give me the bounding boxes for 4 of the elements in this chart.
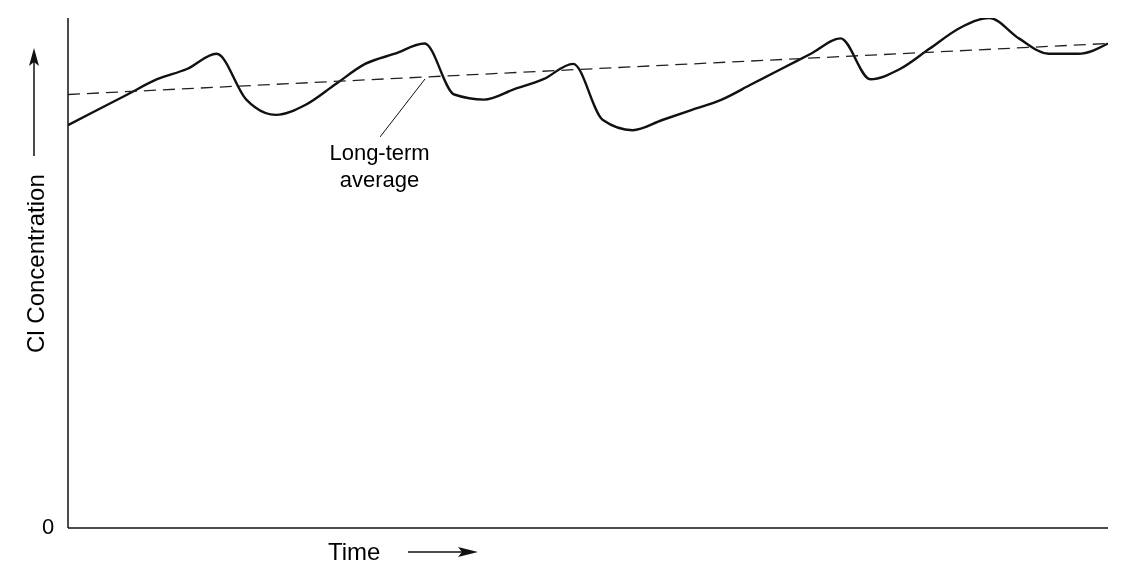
annotation: Long-term average: [328, 139, 431, 193]
text: 0: [42, 514, 55, 540]
x-axis-title: Time: [328, 538, 381, 566]
y-axis-title: Cl Concentration: [22, 174, 50, 353]
